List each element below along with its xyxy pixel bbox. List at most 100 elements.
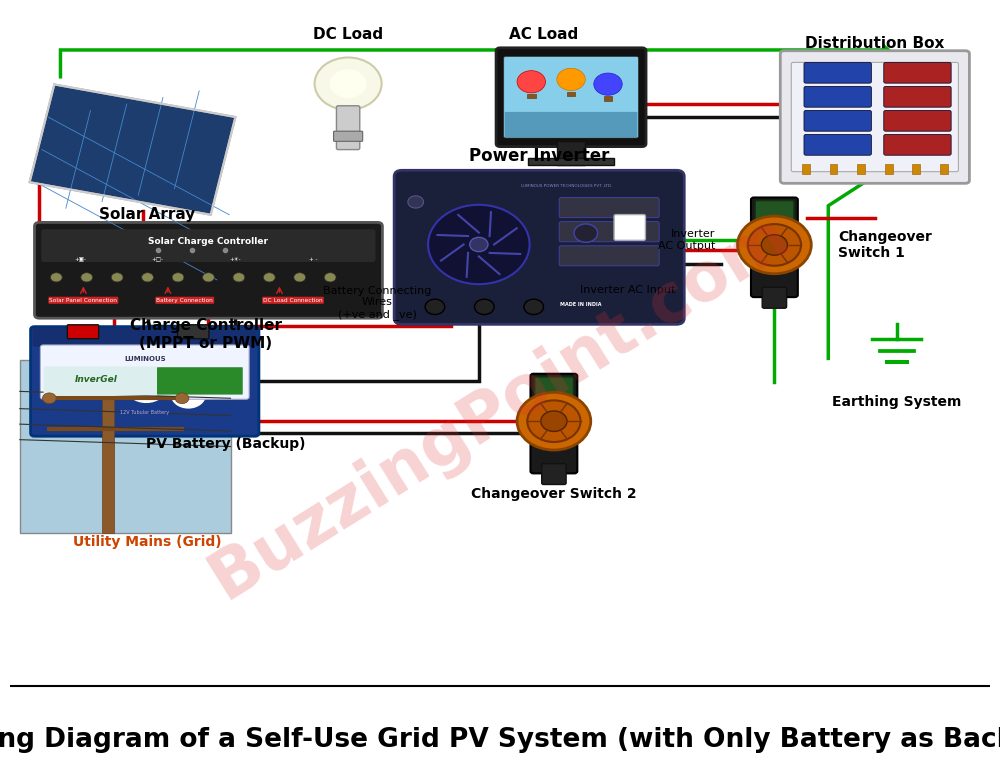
Text: AC Load: AC Load bbox=[509, 27, 579, 42]
Text: LUMINOUS: LUMINOUS bbox=[124, 356, 166, 361]
FancyBboxPatch shape bbox=[762, 287, 787, 308]
Text: Charge Controller
(MPPT or PWM): Charge Controller (MPPT or PWM) bbox=[130, 318, 282, 350]
Text: InverGel: InverGel bbox=[75, 375, 118, 384]
Text: +□-: +□- bbox=[152, 257, 164, 262]
Bar bbox=[604, 96, 612, 101]
Circle shape bbox=[172, 273, 184, 282]
Text: Inverter
AC Output: Inverter AC Output bbox=[658, 229, 716, 251]
Circle shape bbox=[524, 300, 544, 314]
FancyBboxPatch shape bbox=[530, 374, 577, 473]
Text: Wiring Diagram of a Self-Use Grid PV System (with Only Battery as Backup): Wiring Diagram of a Self-Use Grid PV Sys… bbox=[0, 726, 1000, 753]
Text: 12V Tubular Battery: 12V Tubular Battery bbox=[120, 410, 169, 415]
FancyBboxPatch shape bbox=[791, 63, 958, 172]
Text: BuzzingPoint.com: BuzzingPoint.com bbox=[198, 200, 802, 612]
Bar bbox=[528, 158, 614, 165]
Circle shape bbox=[171, 381, 206, 409]
Bar bbox=[527, 94, 536, 99]
Circle shape bbox=[470, 237, 488, 252]
FancyBboxPatch shape bbox=[336, 106, 360, 149]
Circle shape bbox=[428, 205, 530, 284]
FancyBboxPatch shape bbox=[41, 229, 376, 262]
Bar bbox=[802, 163, 810, 174]
Text: Power Inverter: Power Inverter bbox=[469, 147, 609, 165]
FancyBboxPatch shape bbox=[178, 325, 209, 339]
Text: MADE IN INDIA: MADE IN INDIA bbox=[560, 302, 601, 307]
Circle shape bbox=[175, 393, 189, 404]
Text: PV Battery (Backup): PV Battery (Backup) bbox=[146, 437, 305, 451]
FancyBboxPatch shape bbox=[804, 86, 871, 107]
Text: LUMINOUS POWER TECHNOLOGIES PVT. LTD.: LUMINOUS POWER TECHNOLOGIES PVT. LTD. bbox=[521, 185, 612, 188]
Bar bbox=[102, 374, 114, 533]
FancyBboxPatch shape bbox=[542, 464, 566, 485]
Circle shape bbox=[475, 300, 494, 314]
Bar bbox=[885, 163, 893, 174]
FancyBboxPatch shape bbox=[884, 110, 951, 131]
FancyBboxPatch shape bbox=[67, 325, 99, 339]
Bar bbox=[557, 142, 585, 165]
Circle shape bbox=[294, 273, 306, 282]
Bar bbox=[857, 163, 865, 174]
Circle shape bbox=[738, 216, 811, 274]
FancyBboxPatch shape bbox=[804, 63, 871, 83]
FancyBboxPatch shape bbox=[614, 214, 645, 240]
Text: Utility Mains (Grid): Utility Mains (Grid) bbox=[73, 535, 222, 549]
Circle shape bbox=[125, 369, 168, 403]
FancyBboxPatch shape bbox=[884, 86, 951, 107]
FancyBboxPatch shape bbox=[804, 110, 871, 131]
FancyBboxPatch shape bbox=[40, 345, 249, 400]
Text: Battery Connecting
Wires
(+ve and _ve): Battery Connecting Wires (+ve and _ve) bbox=[323, 285, 432, 320]
Circle shape bbox=[527, 400, 581, 442]
Bar bbox=[912, 163, 920, 174]
Circle shape bbox=[315, 58, 382, 110]
Bar bbox=[830, 163, 837, 174]
Text: Changeover Switch 2: Changeover Switch 2 bbox=[471, 486, 637, 500]
Circle shape bbox=[408, 196, 424, 208]
Text: + -: + - bbox=[309, 257, 318, 262]
Circle shape bbox=[203, 273, 214, 282]
Text: Earthing System: Earthing System bbox=[832, 395, 962, 409]
Circle shape bbox=[324, 273, 336, 282]
FancyBboxPatch shape bbox=[505, 112, 637, 137]
FancyBboxPatch shape bbox=[559, 221, 659, 242]
FancyBboxPatch shape bbox=[394, 170, 684, 325]
Circle shape bbox=[111, 273, 123, 282]
FancyBboxPatch shape bbox=[157, 368, 243, 395]
Circle shape bbox=[233, 273, 245, 282]
Text: +☀-: +☀- bbox=[230, 257, 241, 262]
Circle shape bbox=[517, 393, 591, 450]
FancyBboxPatch shape bbox=[34, 222, 382, 318]
Circle shape bbox=[517, 70, 545, 93]
Circle shape bbox=[541, 411, 567, 432]
FancyBboxPatch shape bbox=[780, 51, 969, 183]
Circle shape bbox=[761, 235, 788, 255]
Circle shape bbox=[574, 224, 598, 242]
FancyBboxPatch shape bbox=[20, 361, 230, 533]
FancyBboxPatch shape bbox=[496, 48, 646, 146]
FancyBboxPatch shape bbox=[504, 56, 638, 138]
Circle shape bbox=[594, 73, 622, 95]
FancyBboxPatch shape bbox=[559, 246, 659, 266]
Bar bbox=[940, 163, 948, 174]
FancyBboxPatch shape bbox=[884, 63, 951, 83]
Text: Distribution Box: Distribution Box bbox=[805, 36, 944, 51]
FancyBboxPatch shape bbox=[535, 377, 573, 413]
Circle shape bbox=[557, 68, 585, 91]
Text: Solar Panel Connection: Solar Panel Connection bbox=[49, 298, 117, 303]
Circle shape bbox=[42, 393, 56, 404]
Circle shape bbox=[81, 273, 93, 282]
Circle shape bbox=[263, 273, 275, 282]
FancyBboxPatch shape bbox=[31, 327, 259, 436]
Circle shape bbox=[142, 273, 153, 282]
Circle shape bbox=[50, 273, 62, 282]
Text: Inverter AC Input: Inverter AC Input bbox=[580, 285, 676, 295]
Text: DC Load: DC Load bbox=[313, 27, 383, 42]
Bar bbox=[567, 91, 575, 96]
FancyBboxPatch shape bbox=[751, 198, 798, 297]
FancyBboxPatch shape bbox=[755, 201, 794, 237]
FancyBboxPatch shape bbox=[44, 367, 158, 396]
Text: Solar Charge Controller: Solar Charge Controller bbox=[148, 237, 268, 246]
FancyBboxPatch shape bbox=[334, 131, 363, 142]
FancyBboxPatch shape bbox=[884, 135, 951, 156]
Circle shape bbox=[330, 70, 367, 98]
Circle shape bbox=[425, 300, 445, 314]
